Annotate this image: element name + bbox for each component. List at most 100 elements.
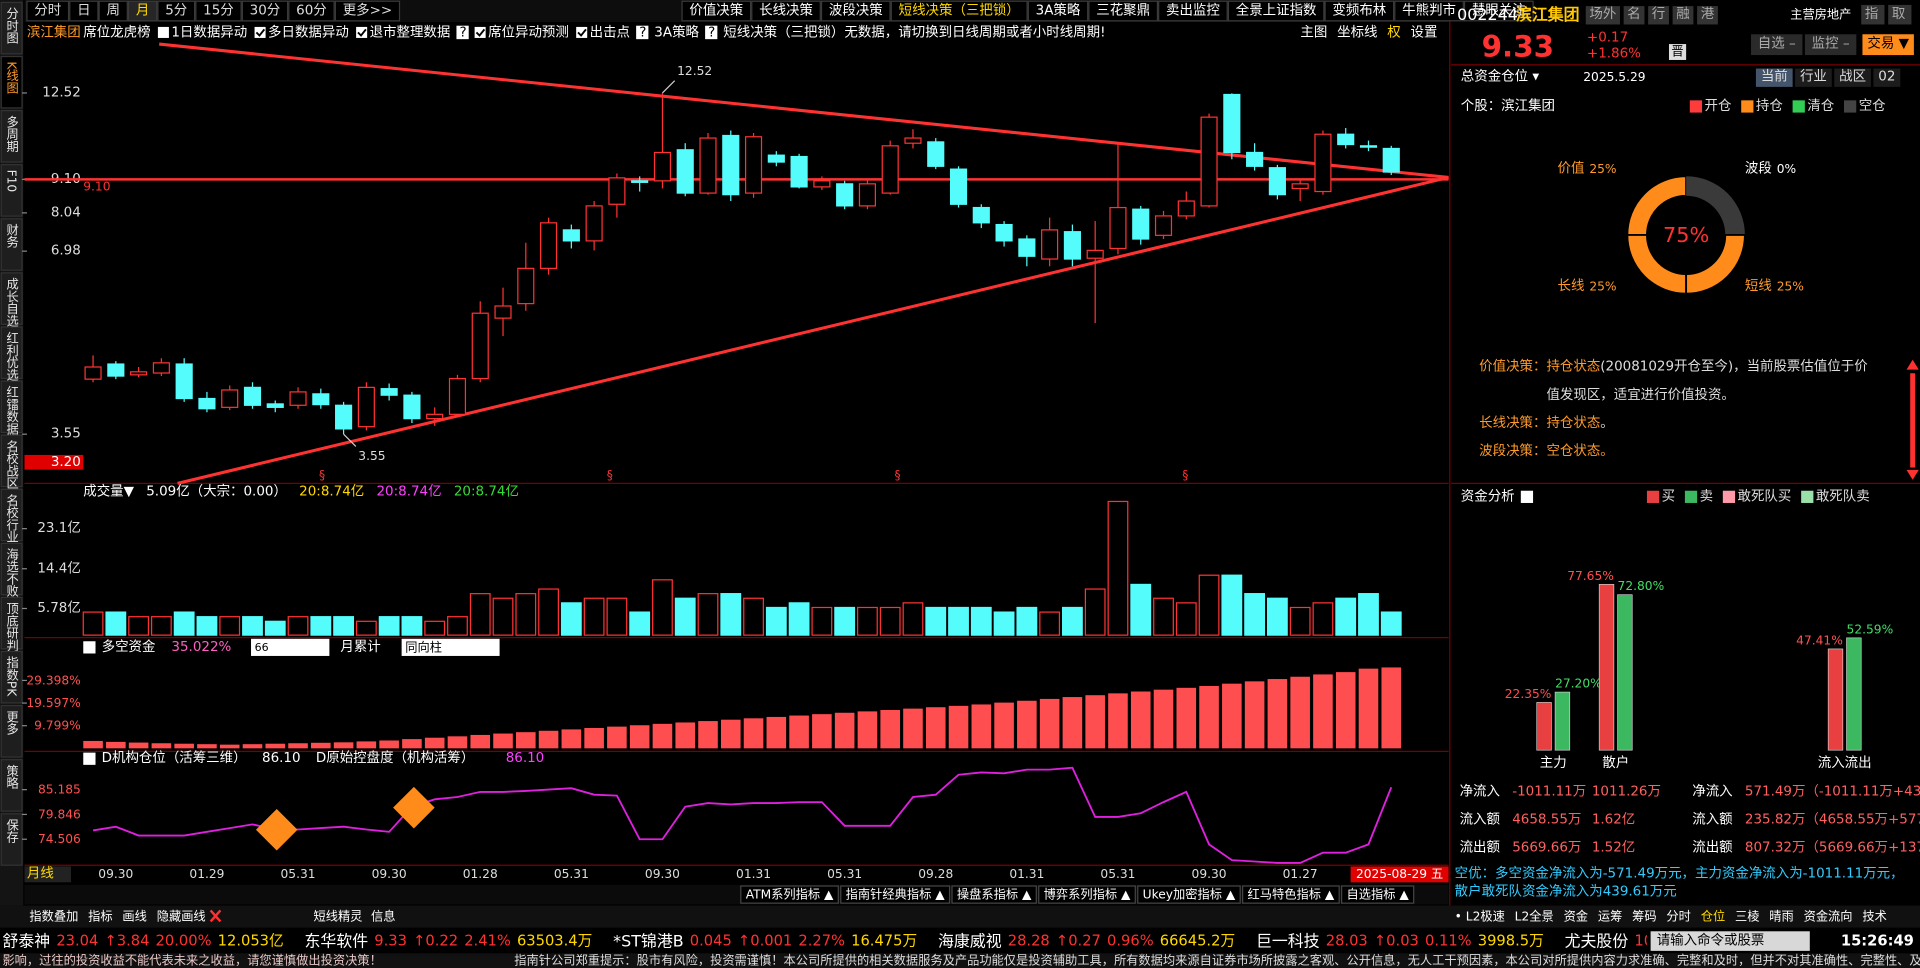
button-bg[interactable] [1861,4,1885,25]
tab-bg[interactable] [195,0,242,22]
tag[interactable]: 行 [1652,6,1665,22]
tab[interactable]: 卖出监控 [1166,3,1220,19]
bottom-tab[interactable]: L2全景 [1515,909,1554,924]
sidebar-tab[interactable] [0,705,23,758]
tab[interactable]: 波段决策 [829,2,883,19]
sidebar-tab-label[interactable]: 顶底研判 [5,602,19,651]
indicator-tab-label[interactable]: 操盘系指标 ▲ [957,887,1032,902]
action-button[interactable] [1804,34,1857,56]
indicator-tab-label[interactable]: 指南针经典指标 ▲ [846,887,946,902]
select[interactable] [401,638,500,656]
tab[interactable]: 当前 [1761,68,1788,85]
bottom-tab[interactable]: 资金流向 [1804,909,1853,924]
tab[interactable]: 价值决策 [689,2,743,19]
tag-bg[interactable] [1648,6,1669,25]
sidebar-tab[interactable] [0,596,23,650]
indicator-tab-label[interactable]: 红马特色指标 ▲ [1248,887,1335,902]
indicator-tab-label[interactable]: 自选指标 ▲ [1347,887,1410,902]
tab-bg[interactable] [1873,68,1901,87]
checkbox[interactable] [474,26,486,38]
tool[interactable]: 指数叠加 [29,909,78,924]
button-label[interactable]: 取 [1892,7,1905,22]
select-value[interactable]: 66 [255,641,269,654]
tab-bg[interactable] [681,0,752,22]
sidebar-tab[interactable] [0,488,23,542]
sidebar-tab-label[interactable]: 更多 [5,711,19,736]
tool[interactable]: 短线精灵 [313,910,362,924]
bottom-tab[interactable]: 运筹 [1598,910,1622,924]
sidebar-tab-label[interactable]: 多周期 [5,115,19,152]
action-button[interactable] [1862,34,1914,56]
tab[interactable]: 5分 [165,3,187,19]
tool[interactable]: 信息 [371,909,395,924]
tab[interactable]: 日 [77,4,90,19]
indicator-tab-label[interactable]: 博弈系列指标 ▲ [1044,887,1131,902]
checkbox[interactable] [576,26,588,38]
sidebar-tab[interactable] [0,326,23,380]
tab-bg[interactable] [241,0,289,22]
indicator-tab[interactable] [740,885,839,904]
tab-bg[interactable] [1227,0,1325,22]
sidebar-tab[interactable] [0,164,23,217]
sidebar-tab[interactable] [0,110,23,163]
tab-bg[interactable] [1834,68,1871,87]
chart-option[interactable]: 坐标线 [1337,25,1377,41]
sidebar-tab-label[interactable]: 财务 [5,223,19,248]
indicator-tab-label[interactable]: Ukey加密指标 ▲ [1143,887,1236,902]
tab-bg[interactable] [1795,68,1832,87]
tab[interactable]: 牛熊判市 [1402,2,1456,19]
tag-bg[interactable] [1672,6,1694,25]
tool[interactable]: 指标 [88,909,112,924]
action-label[interactable]: 自选 – [1758,36,1796,52]
bottom-tab[interactable]: 技术 [1862,910,1886,924]
tab-bg[interactable] [1088,0,1159,22]
action-label[interactable]: 交易 ▼ [1867,35,1909,52]
sidebar-tab[interactable] [0,650,23,704]
bottom-tab[interactable]: 仓位 [1701,909,1725,924]
tab-bg[interactable] [127,0,158,22]
sidebar-tab-label[interactable]: K线图 [5,61,19,94]
sidebar-tab[interactable] [0,759,23,812]
sidebar-tab-label[interactable]: 红镭数据 [5,385,19,436]
indicator-tab[interactable] [1341,885,1415,904]
tab[interactable]: 周 [106,4,119,19]
tool[interactable]: 画线 [122,910,146,924]
chart-option[interactable]: 权 [1387,24,1401,41]
tab-bg[interactable] [890,0,1028,22]
tab-bg[interactable] [1324,0,1395,22]
tab[interactable]: 60分 [296,3,327,19]
action-button[interactable] [1751,34,1803,56]
tab[interactable]: 3A策略 [1036,2,1081,19]
indicator-tab[interactable] [1137,885,1241,904]
tab[interactable]: 更多>> [343,2,392,19]
command-input[interactable] [1650,931,1810,951]
tool[interactable]: 隐藏画线 [157,910,206,924]
tab[interactable]: 30分 [250,3,281,19]
sidebar-tab-label[interactable]: 红利优选 [5,331,19,382]
tag[interactable]: 名 [1627,6,1640,22]
tab-bg[interactable] [98,0,128,22]
action-label[interactable]: 监控 – [1812,36,1850,52]
sidebar-tab-label[interactable]: 海选不败 [5,547,19,597]
bottom-tab[interactable]: 分时 [1666,910,1690,924]
tab-bg[interactable] [157,0,196,22]
chart-option[interactable]: 主图 [1300,25,1327,41]
checkbox[interactable] [254,26,266,38]
tab-bg[interactable] [1463,0,1534,22]
bottom-tab[interactable]: • L2极速 [1455,910,1505,924]
tab-bg[interactable] [1394,0,1464,22]
tab[interactable]: 变频布林 [1332,3,1386,19]
tab-bg[interactable] [1158,0,1228,22]
bottom-tab[interactable]: 资金 [1564,909,1588,924]
tab[interactable]: 15分 [203,3,234,19]
sidebar-tab-label[interactable]: 指数PK [5,655,19,697]
tab-bg[interactable] [1027,0,1089,22]
tag-bg[interactable] [1623,6,1645,25]
tag-bg[interactable] [1585,6,1620,25]
sidebar-tab[interactable] [0,434,23,488]
bottom-tab[interactable]: 晴雨 [1769,910,1793,924]
sidebar-tab-label[interactable]: 成长自选 [5,278,19,328]
button-bg[interactable] [1888,4,1912,25]
tab[interactable]: 慧眼关注 [1472,3,1526,19]
tag[interactable]: 港 [1701,6,1715,22]
